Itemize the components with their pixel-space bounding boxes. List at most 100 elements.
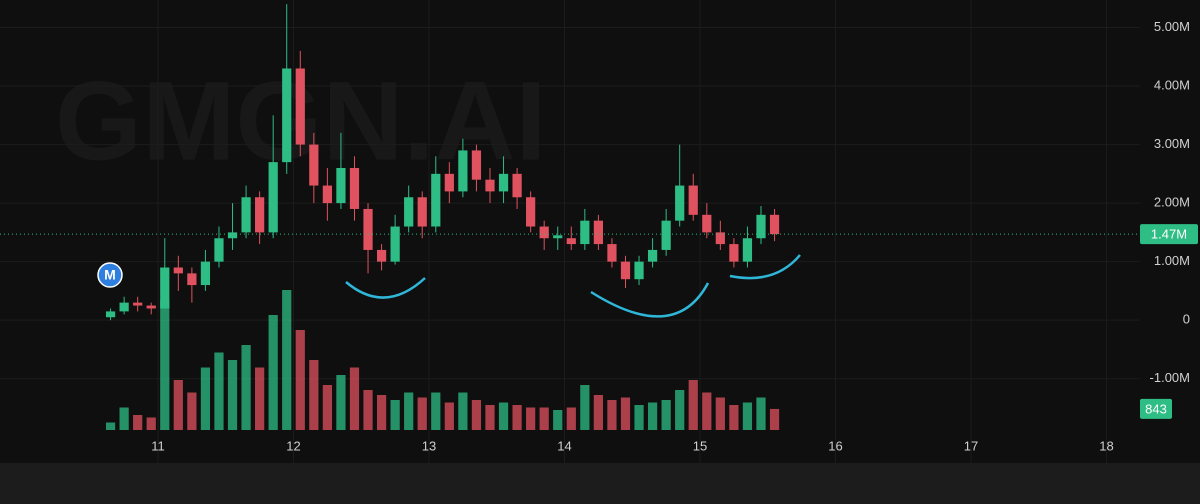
candle-body — [282, 68, 292, 163]
x-tick-label: 14 — [557, 438, 571, 453]
volume-bar — [444, 402, 454, 430]
marker-label[interactable]: M — [104, 267, 116, 283]
volume-bar — [702, 392, 712, 430]
volume-bar — [539, 407, 549, 430]
candle-body — [404, 197, 414, 227]
volume-bar — [756, 397, 766, 430]
candle-body — [431, 173, 441, 227]
volume-bar — [363, 390, 373, 430]
volume-bar — [417, 397, 427, 430]
volume-bar — [336, 375, 346, 430]
annotation-curve — [590, 282, 710, 318]
candle-body — [255, 197, 265, 233]
volume-bar — [322, 385, 332, 430]
volume-bar — [282, 290, 292, 430]
candle-body — [715, 232, 725, 245]
volume-bar — [187, 392, 197, 430]
volume-bar — [309, 360, 319, 430]
volume-tag — [1140, 398, 1172, 419]
y-tick-label: 1.00M — [1154, 253, 1190, 268]
annotation-curve — [345, 277, 426, 299]
candle-body — [688, 185, 698, 215]
candle-body — [349, 167, 360, 209]
volume-bar — [742, 402, 753, 430]
candle-body — [322, 185, 332, 204]
volume-bar — [553, 410, 563, 430]
candle-body — [607, 244, 617, 262]
candle-body — [105, 311, 116, 318]
volume-bar — [688, 380, 698, 430]
candle-body — [702, 214, 712, 233]
last-price-tag — [1140, 224, 1198, 245]
volume-bar — [593, 395, 603, 430]
candle-body — [417, 197, 427, 227]
y-tick-label: 5.00M — [1154, 19, 1190, 34]
volume-bar — [647, 402, 658, 430]
volume-bar — [607, 400, 617, 430]
volume-bar — [241, 345, 251, 430]
x-tick-label: 16 — [828, 438, 842, 453]
volume-bar — [349, 367, 360, 430]
volume-bar — [634, 405, 644, 430]
candle-body — [580, 220, 590, 245]
volume-bar — [200, 367, 211, 430]
candle-body — [539, 226, 549, 239]
candle-body — [661, 220, 671, 250]
volume-bar — [431, 392, 441, 430]
marker-badge[interactable] — [97, 262, 123, 288]
volume-bar — [214, 352, 224, 430]
candle-body — [160, 267, 170, 309]
volume-bar — [485, 405, 495, 430]
volume-bar — [498, 402, 509, 430]
candle-body — [200, 261, 211, 286]
annotation-curve — [729, 254, 801, 280]
volume-label: 843 — [1145, 401, 1167, 416]
volume-bar — [675, 390, 685, 430]
volume-bar — [526, 407, 536, 430]
last-price-label: 1.47M — [1151, 227, 1187, 242]
candle-body — [146, 305, 156, 309]
candle-body — [241, 197, 251, 233]
candle-body — [498, 173, 509, 192]
candle-body — [526, 197, 536, 227]
x-tick-label: 17 — [964, 438, 978, 453]
y-tick-label: 0 — [1183, 312, 1190, 327]
y-tick-label: 3.00M — [1154, 136, 1190, 151]
candle-body — [553, 235, 563, 239]
candle-body — [227, 232, 238, 239]
x-tick-label: 13 — [422, 438, 436, 453]
candle-body — [187, 273, 197, 286]
y-tick-label: 2.00M — [1154, 195, 1190, 210]
candle-body — [363, 208, 373, 250]
volume-bar — [160, 300, 170, 430]
candle-body — [173, 267, 183, 274]
volume-bar — [458, 392, 468, 430]
volume-bar — [729, 405, 739, 430]
bottom-bar — [0, 463, 1200, 504]
candle-body — [471, 150, 482, 180]
volume-bar — [295, 330, 305, 430]
x-tick-label: 11 — [151, 438, 165, 453]
volume-bar — [471, 400, 482, 430]
volume-bar — [255, 367, 265, 430]
candle-body — [214, 238, 224, 262]
candle-body — [620, 261, 631, 280]
volume-bar — [105, 422, 116, 430]
candle-body — [756, 214, 766, 239]
volume-bar — [376, 395, 387, 430]
candle-body — [309, 144, 319, 186]
volume-bar — [715, 397, 725, 430]
volume-bar — [227, 360, 238, 430]
volume-bar — [620, 397, 631, 430]
candle-body — [119, 302, 129, 312]
candle-body — [512, 173, 522, 198]
x-tick-label: 12 — [286, 438, 300, 453]
candle-body — [769, 214, 780, 235]
volume-bar — [173, 380, 183, 430]
candle-body — [675, 185, 685, 221]
volume-bar — [404, 392, 414, 430]
candle-body — [593, 220, 603, 245]
y-tick-label: 4.00M — [1154, 77, 1190, 92]
